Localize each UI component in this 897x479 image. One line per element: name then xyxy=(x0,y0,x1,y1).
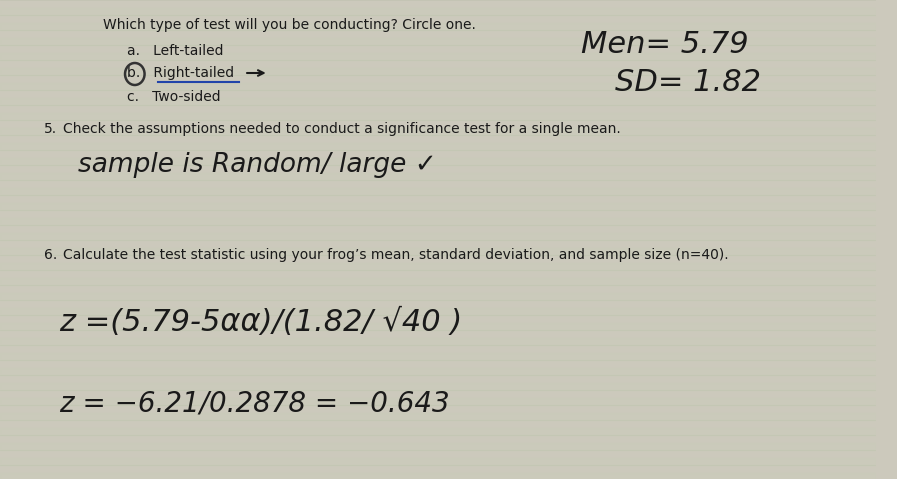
Bar xyxy=(0,68,876,75)
Text: Men= 5.79: Men= 5.79 xyxy=(581,30,749,59)
Bar xyxy=(0,263,876,270)
Text: Calculate the test statistic using your frog’s mean, standard deviation, and sam: Calculate the test statistic using your … xyxy=(64,248,729,262)
Bar xyxy=(0,308,876,315)
Bar xyxy=(0,293,876,300)
Text: SD= 1.82: SD= 1.82 xyxy=(615,68,762,97)
Bar xyxy=(0,428,876,435)
Bar xyxy=(0,38,876,45)
Text: Check the assumptions needed to conduct a significance test for a single mean.: Check the assumptions needed to conduct … xyxy=(64,122,622,136)
Bar xyxy=(0,113,876,120)
Bar xyxy=(0,218,876,225)
Bar xyxy=(0,368,876,375)
Bar xyxy=(0,203,876,210)
Bar xyxy=(0,353,876,360)
Bar xyxy=(0,173,876,180)
Text: a.   Left-tailed: a. Left-tailed xyxy=(127,44,223,58)
Bar xyxy=(0,158,876,165)
Bar xyxy=(0,188,876,195)
Text: c.   Two-sided: c. Two-sided xyxy=(127,90,221,104)
Bar xyxy=(0,473,876,479)
Bar xyxy=(0,338,876,345)
Text: Which type of test will you be conducting? Circle one.: Which type of test will you be conductin… xyxy=(102,18,475,32)
Bar xyxy=(0,143,876,150)
Bar xyxy=(0,23,876,30)
Bar xyxy=(0,398,876,405)
Bar xyxy=(0,248,876,255)
Bar xyxy=(0,383,876,390)
Bar xyxy=(0,233,876,240)
Text: z = −6.21/0.2878 = −0.643: z = −6.21/0.2878 = −0.643 xyxy=(58,390,449,418)
Bar xyxy=(0,83,876,90)
Text: b.   Right-tailed: b. Right-tailed xyxy=(127,66,234,80)
Text: z =(5.79-5αα)/(1.82/ √40 ): z =(5.79-5αα)/(1.82/ √40 ) xyxy=(58,308,462,337)
Bar xyxy=(0,413,876,420)
Bar xyxy=(0,278,876,285)
Bar xyxy=(0,53,876,60)
Bar xyxy=(0,8,876,15)
Text: 5.: 5. xyxy=(44,122,57,136)
Text: 6.: 6. xyxy=(44,248,57,262)
Bar xyxy=(0,458,876,465)
Bar xyxy=(0,443,876,450)
Bar xyxy=(0,98,876,105)
Bar xyxy=(0,128,876,135)
Text: sample is Random/ large ✓: sample is Random/ large ✓ xyxy=(78,152,437,178)
Bar xyxy=(0,323,876,330)
